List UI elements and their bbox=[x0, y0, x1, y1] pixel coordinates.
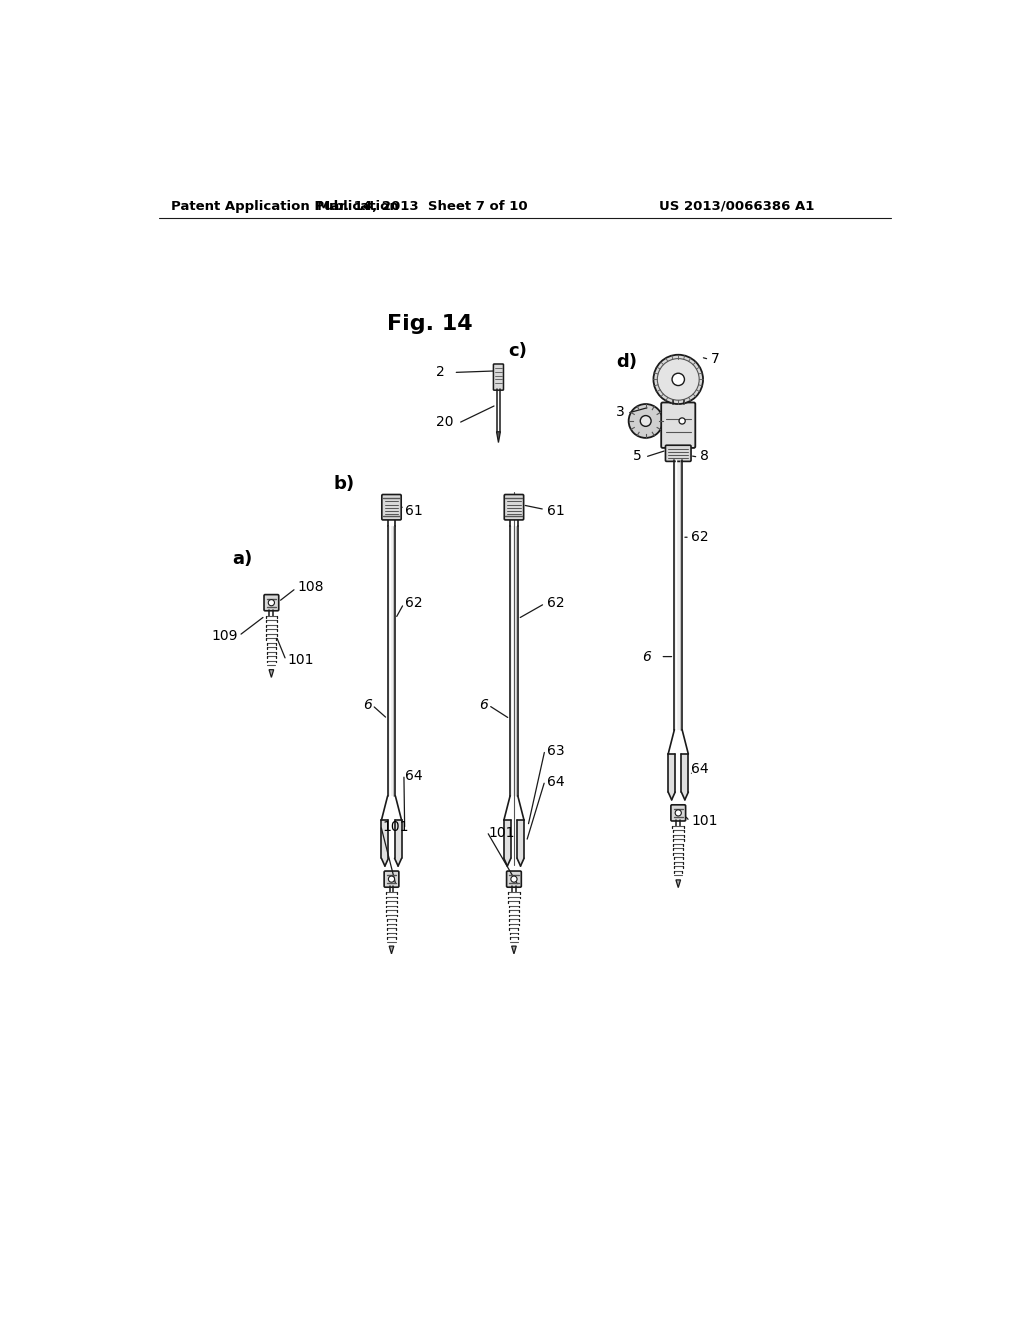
Text: 64: 64 bbox=[547, 775, 564, 789]
Circle shape bbox=[653, 355, 703, 404]
Polygon shape bbox=[504, 820, 511, 866]
Text: Fig. 14: Fig. 14 bbox=[387, 314, 473, 334]
FancyBboxPatch shape bbox=[671, 805, 686, 821]
Text: 7: 7 bbox=[711, 351, 720, 366]
Text: 101: 101 bbox=[691, 814, 718, 829]
Text: 2: 2 bbox=[436, 366, 445, 379]
Circle shape bbox=[640, 416, 651, 426]
Text: 101: 101 bbox=[488, 826, 515, 840]
Text: 8: 8 bbox=[700, 449, 709, 463]
Text: 62: 62 bbox=[406, 597, 423, 610]
Polygon shape bbox=[497, 432, 501, 442]
Text: Mar. 14, 2013  Sheet 7 of 10: Mar. 14, 2013 Sheet 7 of 10 bbox=[317, 199, 527, 213]
Text: 61: 61 bbox=[406, 504, 423, 517]
Text: 5: 5 bbox=[633, 449, 642, 462]
Text: 101: 101 bbox=[382, 820, 409, 834]
Polygon shape bbox=[676, 880, 681, 887]
Circle shape bbox=[657, 359, 699, 400]
FancyBboxPatch shape bbox=[504, 495, 523, 520]
FancyBboxPatch shape bbox=[666, 445, 691, 462]
Circle shape bbox=[679, 418, 685, 424]
Polygon shape bbox=[394, 820, 401, 866]
FancyBboxPatch shape bbox=[384, 871, 399, 887]
Polygon shape bbox=[681, 754, 688, 800]
Text: 63: 63 bbox=[547, 744, 564, 758]
Text: 3: 3 bbox=[616, 405, 625, 418]
Text: 6: 6 bbox=[479, 698, 488, 711]
Circle shape bbox=[268, 599, 274, 606]
Text: 108: 108 bbox=[297, 581, 324, 594]
Circle shape bbox=[629, 404, 663, 438]
Polygon shape bbox=[512, 946, 516, 954]
Circle shape bbox=[672, 374, 684, 385]
Bar bbox=[673, 385, 684, 404]
FancyBboxPatch shape bbox=[507, 871, 521, 887]
Text: 20: 20 bbox=[436, 414, 454, 429]
Text: b): b) bbox=[334, 475, 354, 494]
Polygon shape bbox=[389, 946, 394, 954]
Text: 61: 61 bbox=[547, 504, 564, 517]
Text: US 2013/0066386 A1: US 2013/0066386 A1 bbox=[658, 199, 814, 213]
Text: 62: 62 bbox=[547, 597, 564, 610]
Polygon shape bbox=[669, 754, 675, 800]
Text: c): c) bbox=[509, 342, 527, 360]
Text: 64: 64 bbox=[406, 770, 423, 783]
Polygon shape bbox=[381, 820, 388, 866]
Text: 109: 109 bbox=[212, 628, 239, 643]
FancyBboxPatch shape bbox=[494, 364, 504, 391]
Text: 6: 6 bbox=[642, 649, 650, 664]
Bar bbox=[388, 527, 394, 796]
Bar bbox=[675, 461, 681, 730]
Text: 6: 6 bbox=[362, 698, 372, 711]
Polygon shape bbox=[269, 669, 273, 677]
Text: 64: 64 bbox=[691, 763, 709, 776]
Bar bbox=[511, 527, 517, 796]
Text: a): a) bbox=[232, 550, 253, 568]
Text: 62: 62 bbox=[691, 531, 709, 544]
FancyBboxPatch shape bbox=[662, 403, 695, 447]
Text: Patent Application Publication: Patent Application Publication bbox=[171, 199, 398, 213]
Polygon shape bbox=[517, 820, 524, 866]
Circle shape bbox=[511, 876, 517, 882]
FancyBboxPatch shape bbox=[382, 495, 401, 520]
FancyBboxPatch shape bbox=[264, 594, 279, 611]
Circle shape bbox=[675, 809, 681, 816]
Circle shape bbox=[388, 876, 394, 882]
Text: d): d) bbox=[616, 354, 637, 371]
Text: 101: 101 bbox=[288, 653, 314, 668]
